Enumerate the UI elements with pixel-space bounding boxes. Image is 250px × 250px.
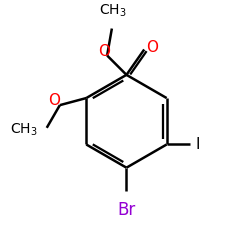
Text: I: I <box>196 137 200 152</box>
Text: O: O <box>98 44 110 59</box>
Text: O: O <box>48 93 60 108</box>
Text: O: O <box>146 40 158 55</box>
Text: CH$_3$: CH$_3$ <box>10 122 37 138</box>
Text: Br: Br <box>117 200 136 218</box>
Text: CH$_3$: CH$_3$ <box>99 3 127 20</box>
